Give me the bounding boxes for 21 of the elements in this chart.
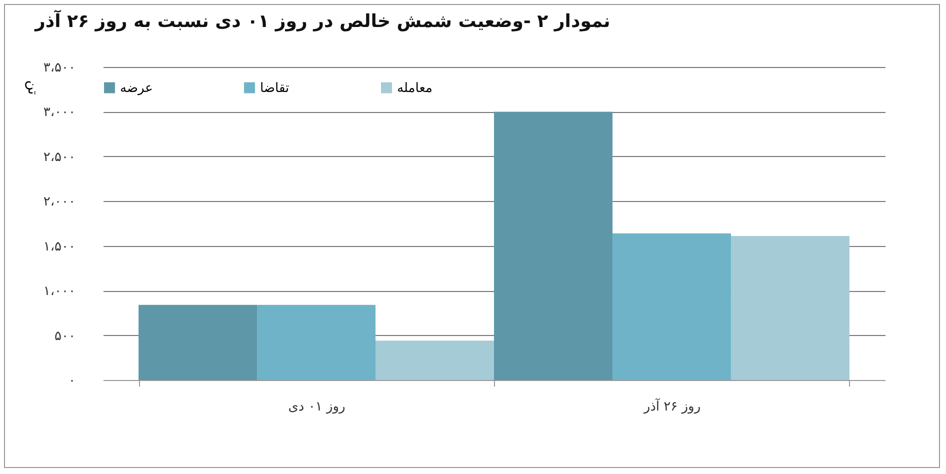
y-tick-label: ۲،۵۰۰: [43, 150, 76, 165]
y-tick-label: ۰: [68, 374, 76, 388]
y-tick-label: ۵۰۰: [54, 328, 76, 344]
bar: [376, 340, 494, 380]
legend-label: تقاضا: [260, 80, 290, 96]
bar: [730, 236, 850, 380]
y-tick-label: ۳،۵۰۰: [43, 60, 76, 76]
legend-label: معامله: [397, 80, 432, 96]
y-tick-label: ۳،۰۰۰: [43, 105, 76, 120]
legend-label: عرضه: [120, 80, 153, 96]
y-tick-label: ۱،۵۰۰: [43, 239, 76, 254]
bar: [612, 233, 731, 380]
y-tick-label: ۱،۰۰۰: [43, 284, 76, 300]
y-axis-title: تن: [24, 80, 40, 95]
y-tick-label: ۲،۰۰۰: [43, 194, 76, 210]
bar: [257, 304, 376, 380]
chart-title: نمودار ۲ -وضعیت شمش خالص در روز ۰۱ دی نسبت به روز ۲۶ آذر: [34, 9, 610, 32]
bar: [494, 112, 612, 380]
x-tick-label: روز ۰۱ دی: [288, 400, 346, 414]
bar: [138, 304, 258, 380]
x-tick-label: روز ۲۶ آذر: [642, 398, 701, 414]
